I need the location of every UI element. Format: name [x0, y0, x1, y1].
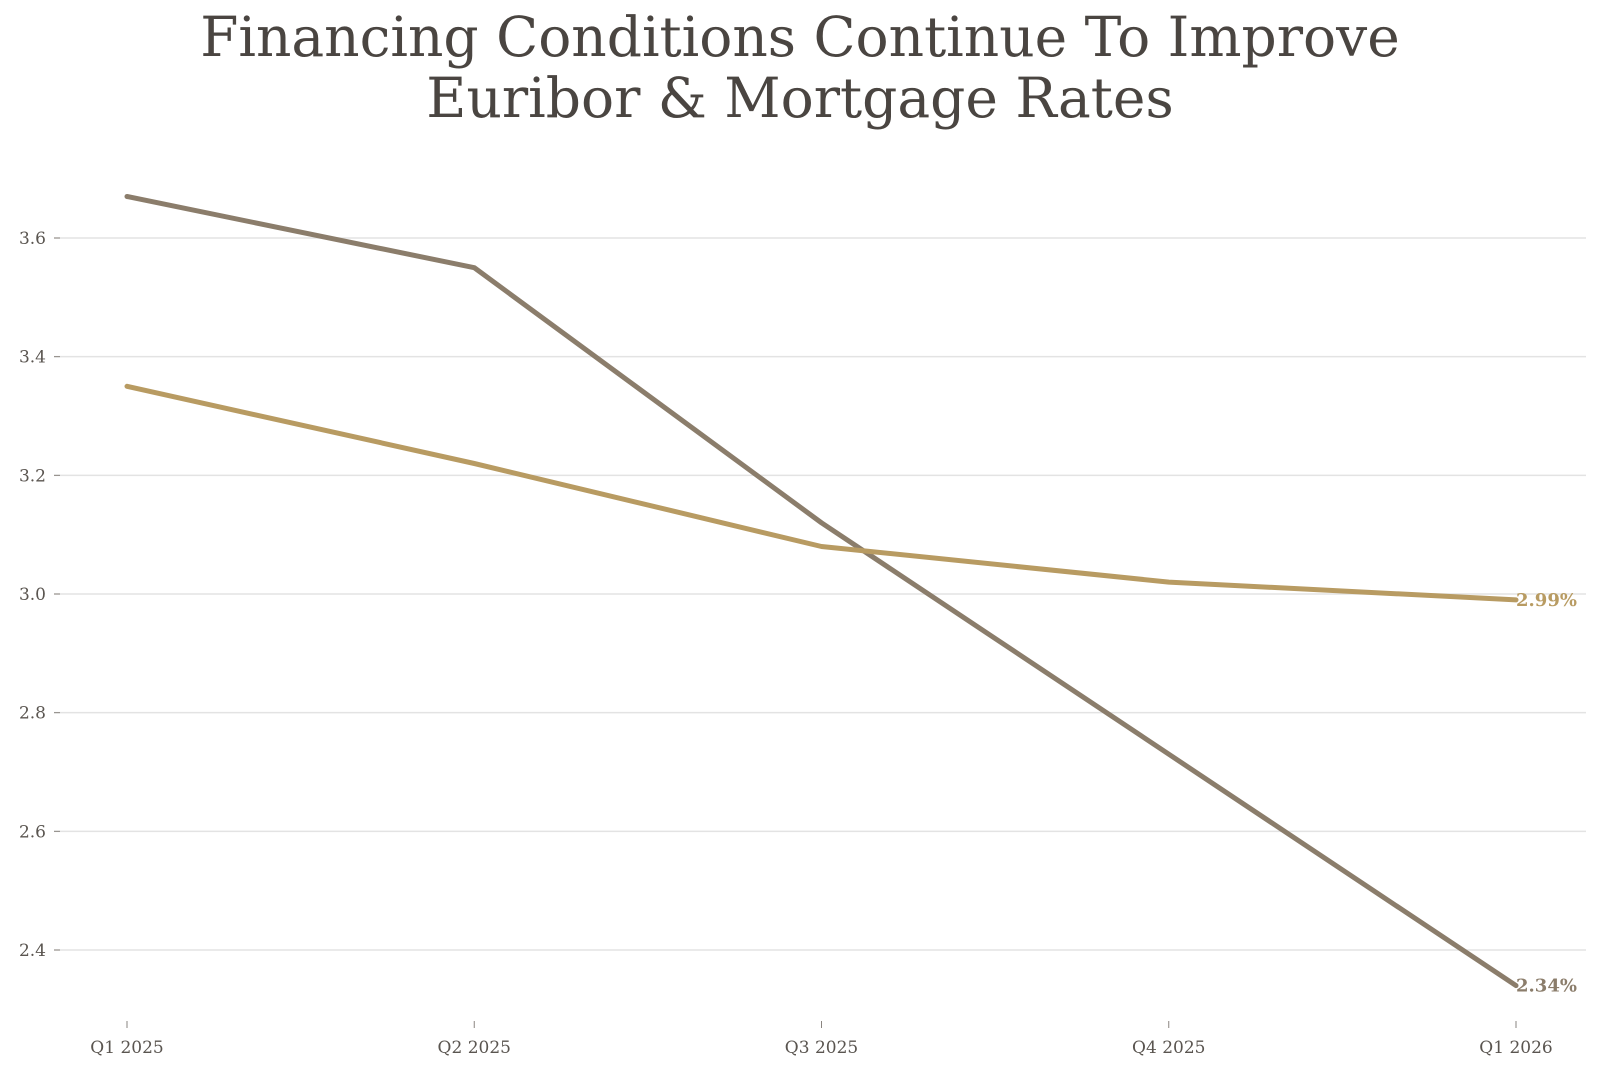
chart-subtitle: Euribor & Mortgage Rates — [426, 66, 1174, 130]
series-end-label: 2.34% — [1516, 976, 1577, 997]
x-tick-label: Q3 2025 — [785, 1038, 858, 1058]
x-tick-label: Q2 2025 — [438, 1038, 511, 1058]
y-axis: 2.4 2.6 2.8 3.0 3.2 3.4 3.6 — [19, 229, 60, 961]
chart-title: Financing Conditions Continue To Improve — [200, 5, 1400, 69]
series-line — [124, 383, 1519, 603]
x-tick-label: Q4 2025 — [1132, 1038, 1205, 1058]
series-line — [124, 194, 1519, 989]
gridlines — [54, 237, 1586, 951]
x-axis: Q1 2025 Q2 2025 Q3 2025 Q4 2025 Q1 2026 — [90, 1021, 1553, 1058]
x-tick-label: Q1 2025 — [90, 1038, 163, 1058]
y-tick-label: 3.6 — [19, 229, 46, 249]
series-lines — [124, 194, 1519, 989]
y-tick-label: 3.0 — [19, 585, 46, 605]
y-tick-label: 3.2 — [19, 466, 46, 486]
series-end-label: 2.99% — [1516, 590, 1577, 611]
end-labels: 2.34% 2.99% — [1516, 590, 1577, 997]
y-tick-label: 3.4 — [19, 348, 46, 368]
x-tick-label: Q1 2026 — [1479, 1038, 1552, 1058]
y-tick-label: 2.6 — [19, 822, 46, 842]
y-tick-label: 2.8 — [19, 704, 46, 724]
y-tick-label: 2.4 — [19, 941, 46, 961]
